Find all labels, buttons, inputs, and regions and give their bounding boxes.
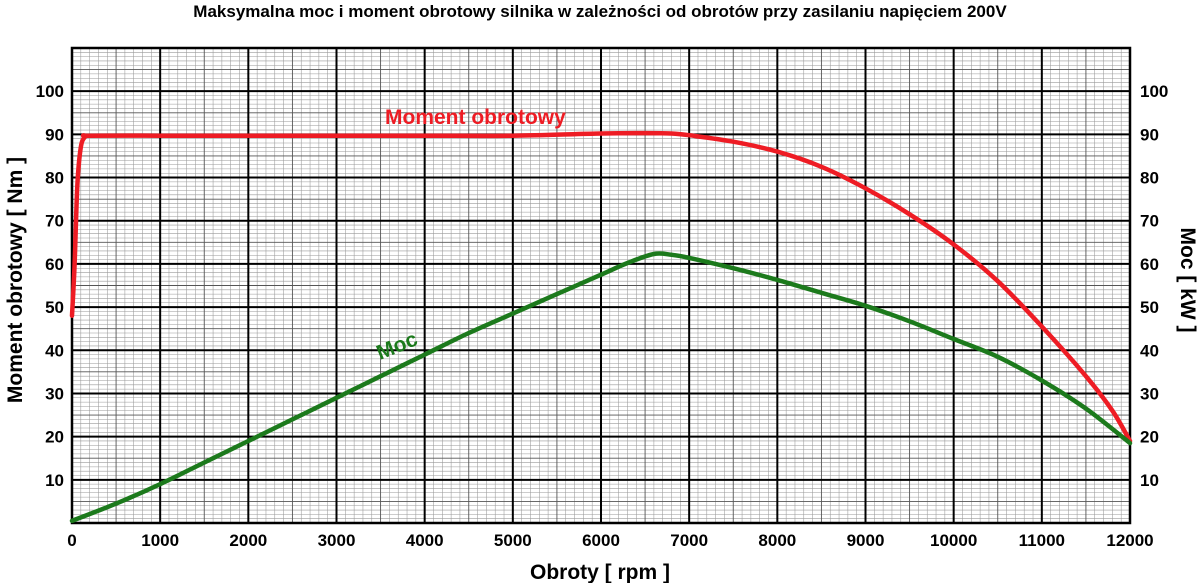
x-tick-label: 8000 xyxy=(758,531,796,550)
x-axis-label: Obroty [ rpm ] xyxy=(530,561,670,583)
y-tick-label-right: 70 xyxy=(1140,212,1159,231)
y-tick-label-right: 20 xyxy=(1140,428,1159,447)
y-tick-label-right: 90 xyxy=(1140,125,1159,144)
y-tick-label-left: 100 xyxy=(36,82,64,101)
x-tick-label: 5000 xyxy=(494,531,532,550)
y-tick-label-right: 10 xyxy=(1140,471,1159,490)
y-tick-label-right: 100 xyxy=(1140,82,1168,101)
x-tick-label: 7000 xyxy=(670,531,708,550)
y-tick-label-left: 20 xyxy=(45,428,64,447)
y-tick-label-left: 30 xyxy=(45,384,64,403)
x-tick-label: 9000 xyxy=(847,531,885,550)
y-tick-label-right: 30 xyxy=(1140,384,1159,403)
y-tick-label-right: 60 xyxy=(1140,255,1159,274)
y-axis-label-left: Moment obrotowy [ Nm ] xyxy=(4,157,27,403)
y-tick-label-left: 50 xyxy=(45,298,64,317)
y-tick-label-left: 90 xyxy=(45,125,64,144)
y-tick-label-right: 50 xyxy=(1140,298,1159,317)
y-tick-label-left: 40 xyxy=(45,341,64,360)
y-tick-label-right: 80 xyxy=(1140,169,1159,188)
x-tick-label: 10000 xyxy=(930,531,977,550)
x-tick-label: 4000 xyxy=(406,531,444,550)
y-tick-label-right: 40 xyxy=(1140,341,1159,360)
y-tick-label-left: 70 xyxy=(45,212,64,231)
series-line-1 xyxy=(69,251,1133,524)
x-tick-label: 6000 xyxy=(582,531,620,550)
x-tick-label: 2000 xyxy=(229,531,267,550)
y-tick-label-left: 80 xyxy=(45,169,64,188)
x-tick-label: 0 xyxy=(67,531,76,550)
y-axis-label-right: Moc [ kW ] xyxy=(1176,228,1199,333)
chart-title: Maksymalna moc i moment obrotowy silnika… xyxy=(193,2,1007,21)
x-tick-label: 12000 xyxy=(1106,531,1153,550)
series-lines xyxy=(69,130,1133,524)
x-tick-label: 3000 xyxy=(318,531,356,550)
x-tick-label: 11000 xyxy=(1019,531,1065,550)
x-tick-label: 1000 xyxy=(141,531,179,550)
tick-labels: 0 1000 2000 3000 4000 5000 6000 7000 8000 9000 100… xyxy=(36,82,1169,550)
series-line-0 xyxy=(69,130,1133,444)
y-tick-label-left: 10 xyxy=(45,471,64,490)
series-label-moment: Moment obrotowy xyxy=(385,106,566,129)
y-tick-label-left: 60 xyxy=(45,255,64,274)
